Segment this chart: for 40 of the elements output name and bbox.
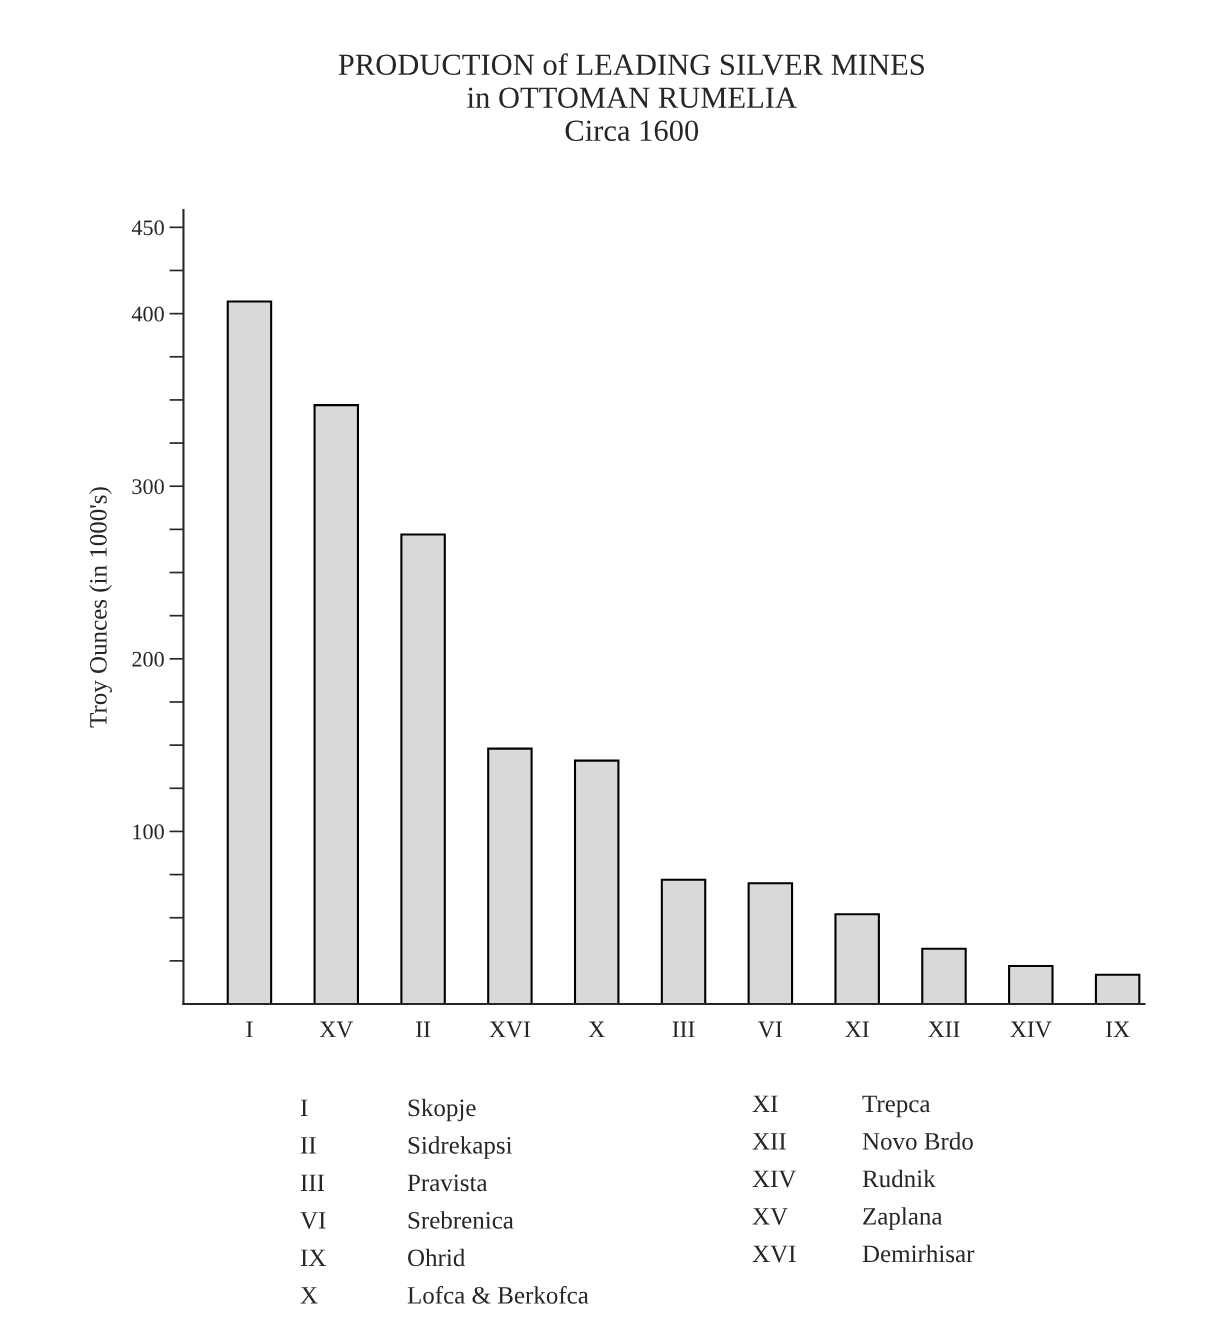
x-tick-label: XIV	[1010, 1021, 1052, 1038]
text: VI Srebrenica	[300, 1211, 514, 1229]
x-tick-label: VI	[758, 1021, 782, 1038]
y-tick-label: 300	[132, 479, 164, 495]
x-tick-label: I	[246, 1021, 253, 1038]
y-tick-label: 450	[131, 220, 164, 236]
x-tick-label: III	[672, 1021, 695, 1038]
text: III Pravista	[300, 1174, 488, 1192]
text: X Lofca & Berkofca	[300, 1285, 589, 1304]
x-tick-label: XII	[928, 1021, 960, 1038]
y-tick-label: 400	[131, 306, 164, 322]
text: XII Novo Brdo	[752, 1132, 973, 1150]
x-tick-label: IX	[1106, 1021, 1130, 1038]
y-axis-title: Troy Ounces (in 1000's)	[89, 487, 112, 728]
y-tick-label: 200	[132, 651, 164, 667]
bar	[747, 882, 794, 1005]
bar	[921, 947, 967, 1005]
text: XV Zaplana	[752, 1207, 943, 1230]
chart-title: PRODUCTION of LEADING SILVER MINES in OTTOMAN RUMELIA Circa 1600	[338, 53, 924, 142]
x-tick-label: XV	[319, 1021, 354, 1038]
bar	[834, 913, 880, 1005]
x-tick-label: X	[588, 1021, 605, 1038]
x-tick-label: II	[416, 1021, 431, 1038]
bar	[313, 404, 360, 1005]
bar	[226, 300, 273, 1005]
text: XVI Demirhisar	[752, 1244, 975, 1263]
bar	[573, 759, 620, 1005]
text: IX Ohrid	[300, 1248, 466, 1267]
text: XI Trepca	[752, 1095, 931, 1118]
bar	[1008, 965, 1054, 1005]
bar	[1094, 973, 1141, 1005]
bar	[400, 533, 446, 1005]
y-tick-label: 100	[133, 824, 164, 840]
x-tick-label: XVI	[489, 1021, 531, 1038]
bar	[487, 747, 533, 1005]
x-tick-label: XI	[845, 1021, 869, 1038]
text: XIV Rudnik	[752, 1169, 936, 1188]
bar	[660, 878, 707, 1005]
text: I Skopje	[300, 1098, 476, 1122]
text: II Sidrekapsi	[300, 1136, 513, 1159]
